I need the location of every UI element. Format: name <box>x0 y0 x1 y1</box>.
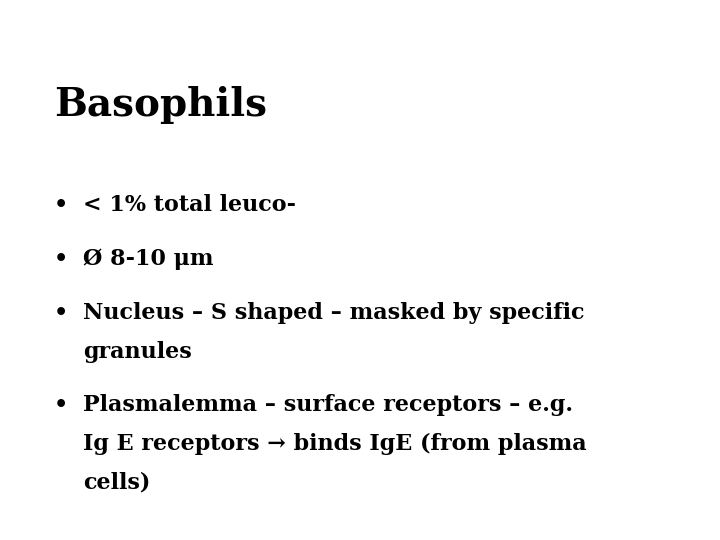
Text: •: • <box>54 248 68 271</box>
Text: cells): cells) <box>83 472 150 494</box>
Text: Plasmalemma – surface receptors – e.g.: Plasmalemma – surface receptors – e.g. <box>83 394 573 416</box>
Text: < 1% total leuco-: < 1% total leuco- <box>83 194 296 217</box>
Text: •: • <box>54 302 68 325</box>
Text: •: • <box>54 394 68 416</box>
Text: granules: granules <box>83 341 192 363</box>
Text: Ig E receptors → binds IgE (from plasma: Ig E receptors → binds IgE (from plasma <box>83 433 586 455</box>
Text: •: • <box>54 194 68 217</box>
Text: Basophils: Basophils <box>54 86 267 124</box>
Text: Nucleus – S shaped – masked by specific: Nucleus – S shaped – masked by specific <box>83 302 585 325</box>
Text: Ø 8-10 μm: Ø 8-10 μm <box>83 248 213 271</box>
